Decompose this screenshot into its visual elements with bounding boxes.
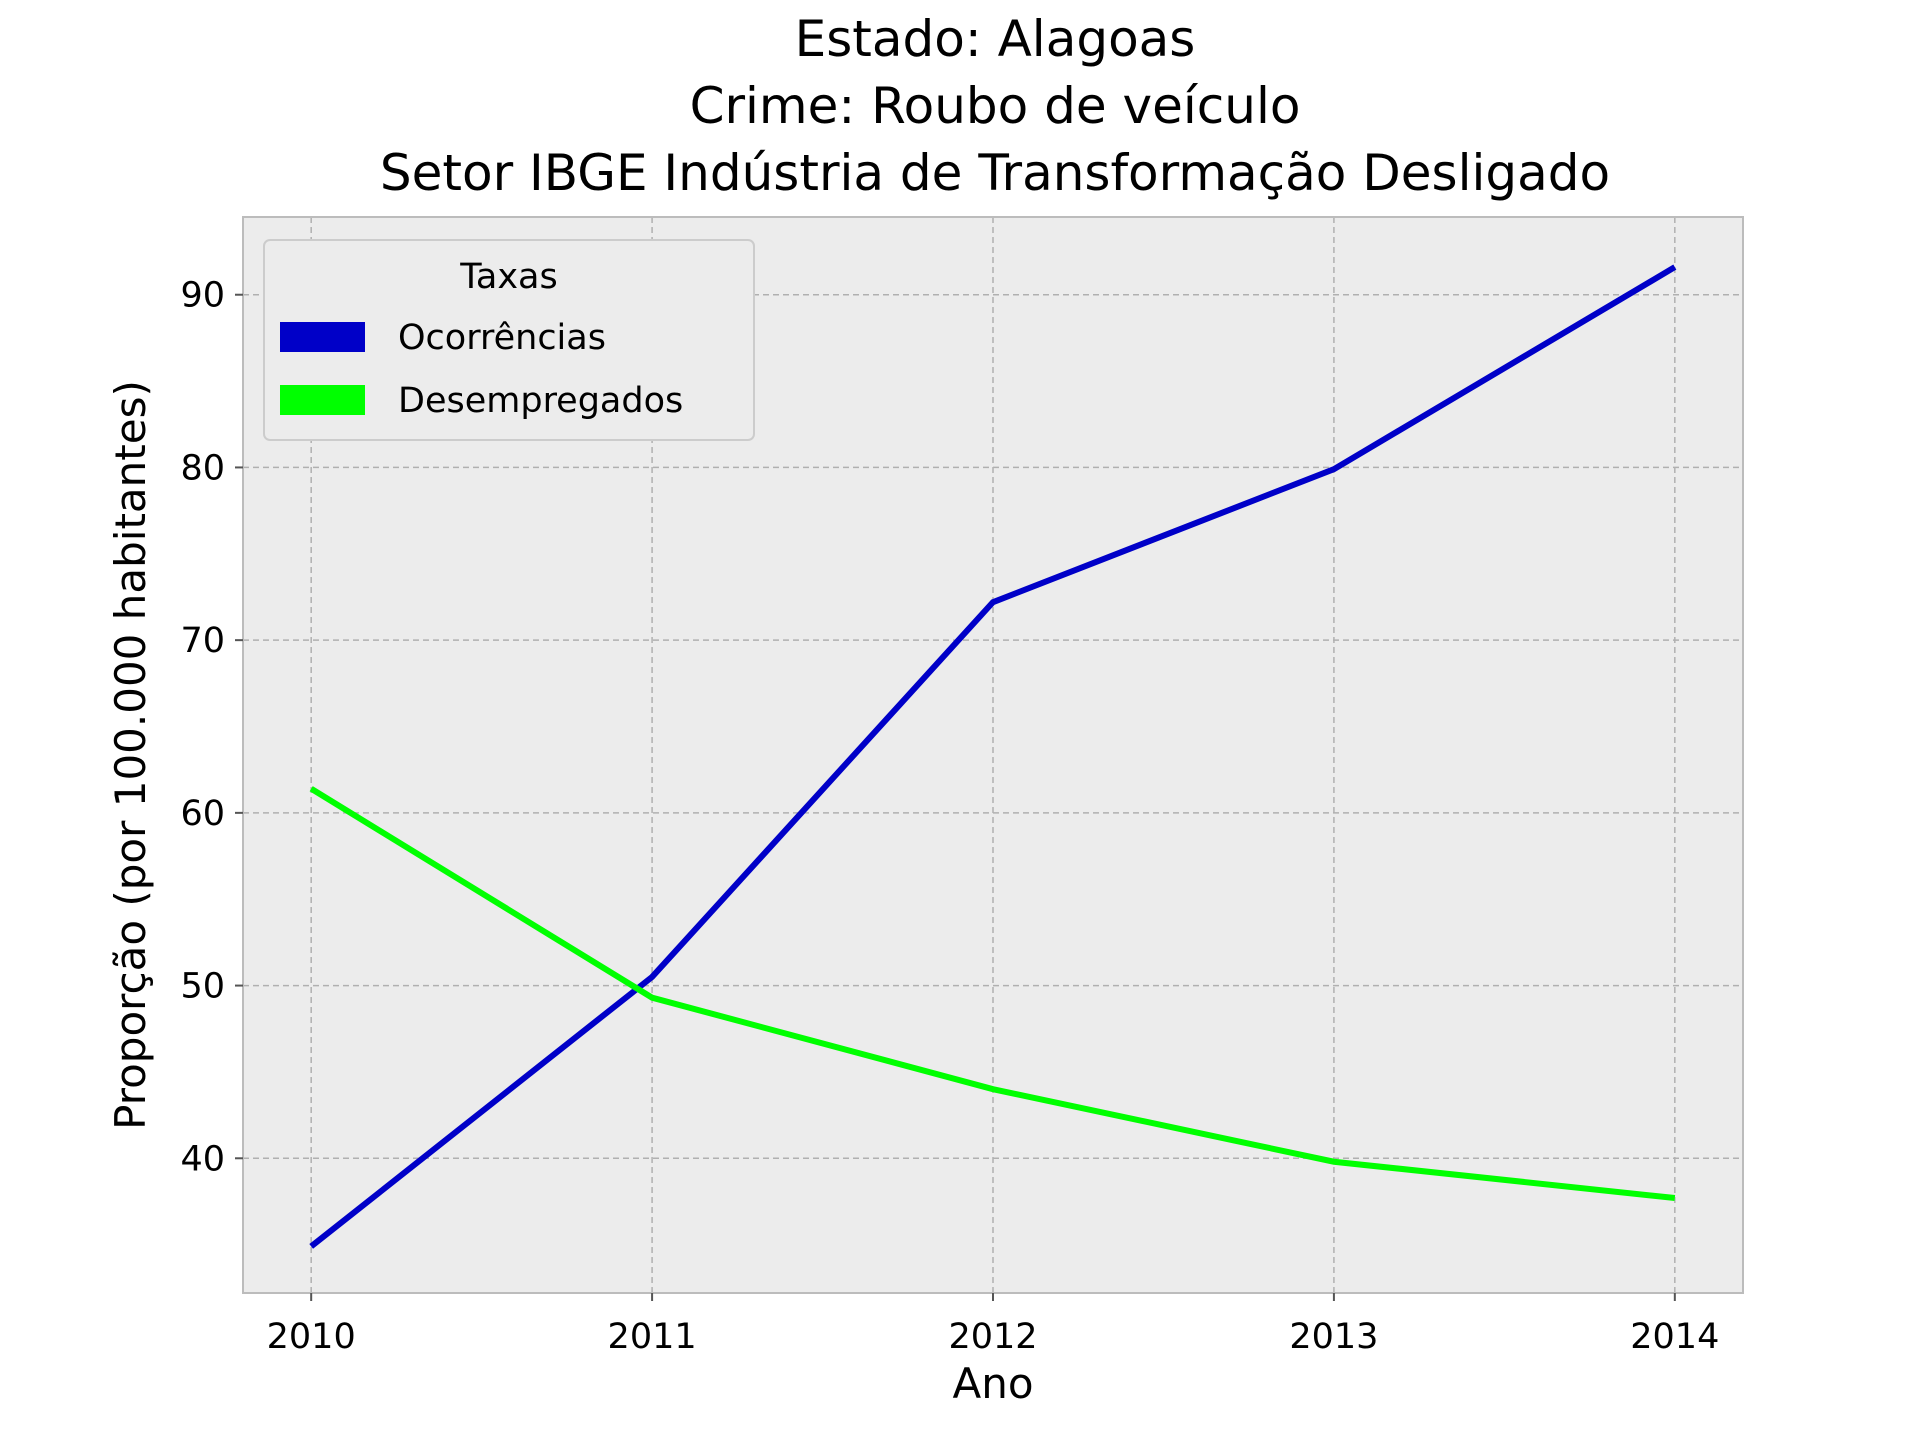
chart-title-line-3: Setor IBGE Indústria de Transformação De… bbox=[380, 144, 1610, 202]
y-tick-label: 90 bbox=[180, 276, 225, 316]
y-tick-label: 60 bbox=[180, 794, 225, 834]
legend: Taxas Ocorrências Desempregados bbox=[263, 239, 755, 441]
legend-label-desempregados: Desempregados bbox=[398, 381, 683, 421]
y-tick-label: 40 bbox=[180, 1139, 225, 1179]
series-line-ocorrencias bbox=[309, 264, 1677, 1249]
x-tick-label: 2013 bbox=[1289, 1317, 1378, 1357]
series-layer bbox=[309, 264, 1677, 1249]
legend-title: Taxas bbox=[459, 257, 557, 297]
x-tick-label: 2011 bbox=[608, 1317, 697, 1357]
y-tick-label: 80 bbox=[180, 448, 225, 488]
y-axis-ticks: 40 50 60 70 80 90 bbox=[180, 276, 243, 1179]
x-tick-label: 2012 bbox=[948, 1317, 1037, 1357]
x-axis-ticks: 2010 2011 2012 2013 2014 bbox=[267, 1293, 1719, 1357]
x-tick-label: 2010 bbox=[267, 1317, 356, 1357]
y-tick-label: 50 bbox=[180, 967, 225, 1007]
y-tick-label: 70 bbox=[180, 621, 225, 661]
legend-box bbox=[263, 239, 755, 441]
chart-title-line-2: Crime: Roubo de veículo bbox=[690, 77, 1301, 135]
legend-swatch-desempregados bbox=[280, 385, 365, 415]
x-axis-label: Ano bbox=[952, 1359, 1033, 1408]
chart-title-line-1: Estado: Alagoas bbox=[795, 10, 1196, 68]
x-tick-label: 2014 bbox=[1630, 1317, 1719, 1357]
series-line-desempregados bbox=[309, 786, 1676, 1201]
legend-label-ocorrencias: Ocorrências bbox=[398, 318, 606, 358]
legend-swatch-ocorrencias bbox=[280, 322, 365, 352]
y-axis-label: Proporção (por 100.000 habitantes) bbox=[106, 380, 155, 1130]
grid bbox=[243, 217, 1743, 1293]
